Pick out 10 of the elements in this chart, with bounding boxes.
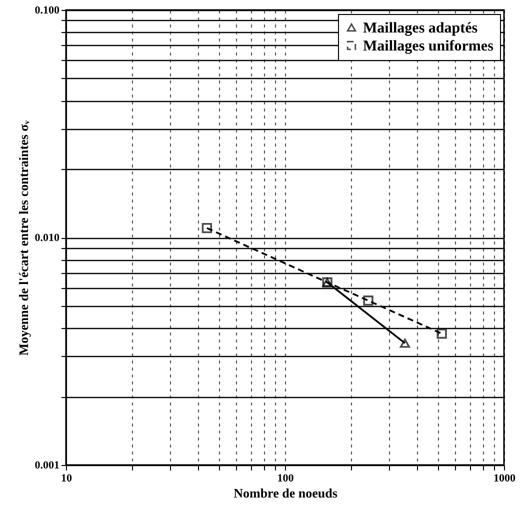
x-tick-label: 100 (277, 472, 294, 484)
x-tick-label: 1000 (494, 472, 516, 484)
y-tick-label: 0.100 (34, 4, 60, 16)
legend-label: Maillages adaptés (363, 20, 478, 36)
y-tick-label: 0.001 (34, 460, 60, 472)
y-axis-title: Moyenne de l'écart entre les contraintes σᵥ (16, 120, 31, 356)
legend-label: Maillages uniformes (363, 38, 494, 54)
y-tick-label: 0.010 (34, 232, 60, 244)
x-tick-label: 10 (61, 472, 72, 484)
x-axis-title: Nombre de noeuds (234, 486, 338, 500)
